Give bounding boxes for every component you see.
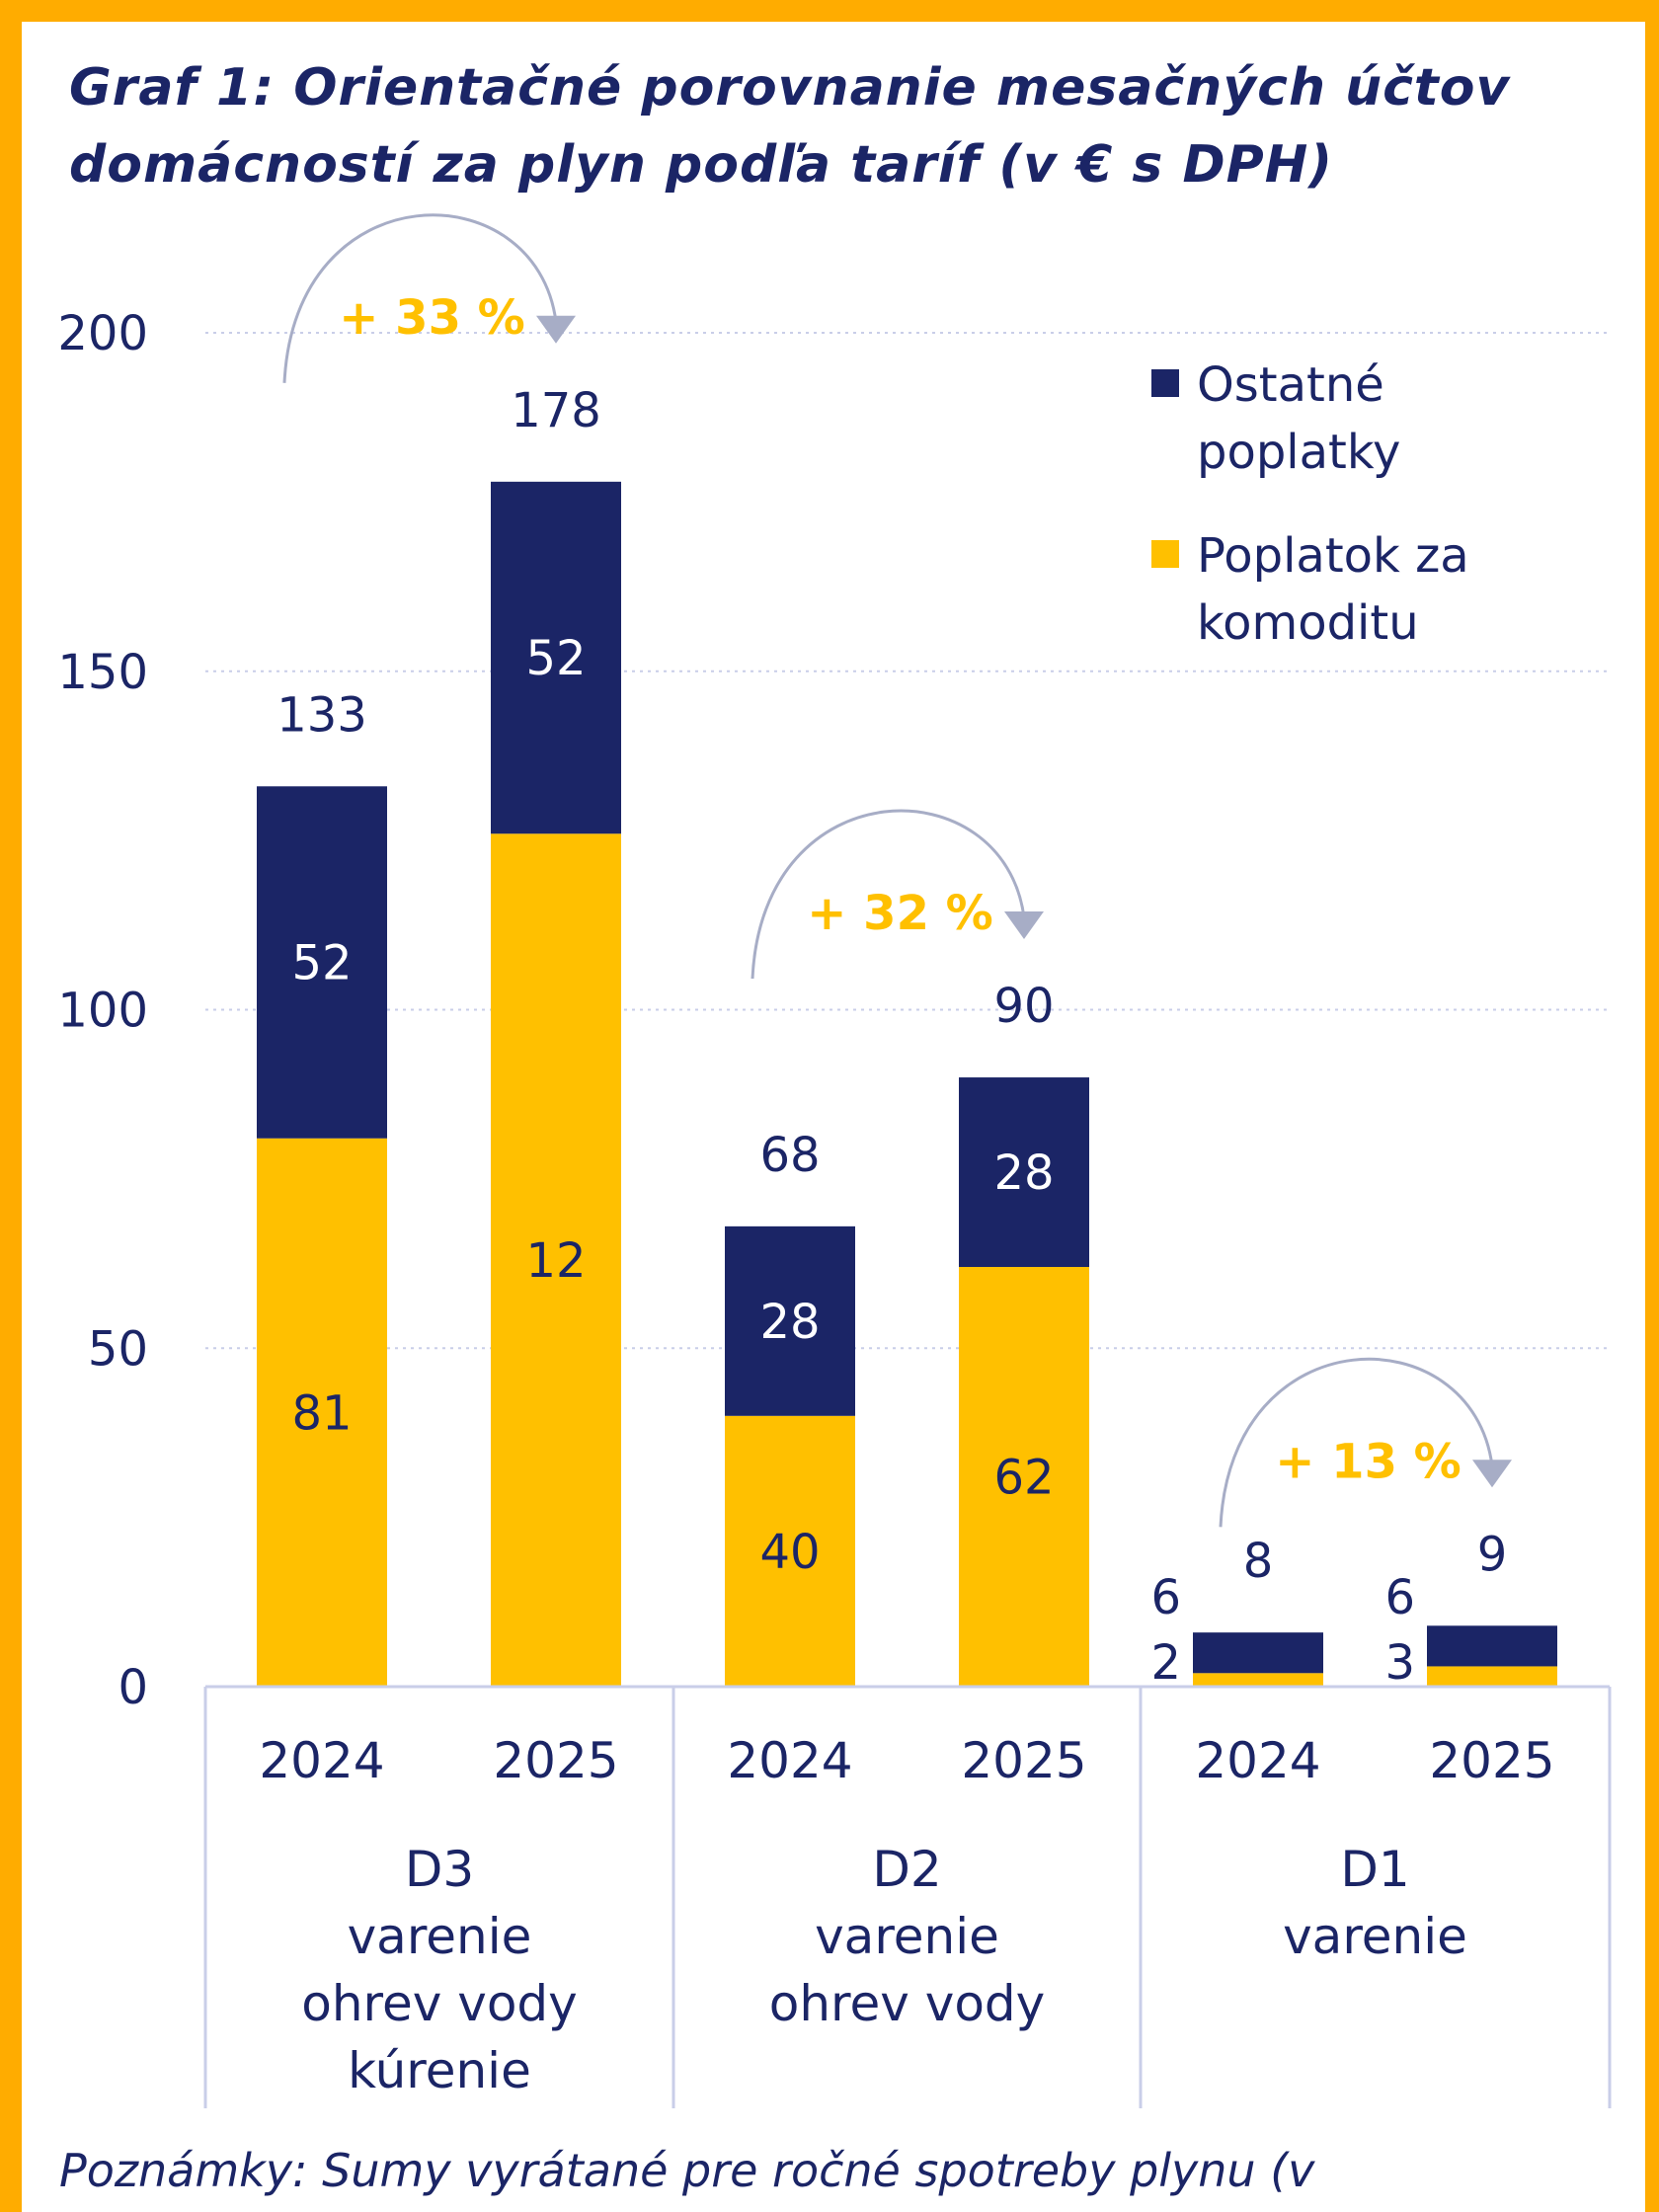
group-label-d3: D3 — [405, 1841, 474, 1898]
frame-edge — [1645, 0, 1659, 2212]
y-tick-label-0: 0 — [118, 1660, 148, 1715]
value-label-ostatne: 6 — [1384, 1570, 1415, 1625]
value-label-komodita: 3 — [1384, 1635, 1415, 1691]
group-label-d2: varenie — [815, 1908, 999, 1965]
group-label-d3: ohrev vody — [301, 1975, 578, 2032]
y-tick-label-50: 50 — [88, 1321, 148, 1377]
value-label-ostatne: 28 — [759, 1295, 820, 1350]
y-tick-label-150: 150 — [57, 645, 148, 700]
x-tick-label-year: 2025 — [1429, 1732, 1554, 1789]
growth-arrow-2 — [1219, 1357, 1494, 1528]
growth-arrow-0 — [282, 213, 558, 383]
value-label-ostatne: 28 — [993, 1146, 1054, 1201]
value-label-komodita: 2 — [1150, 1635, 1181, 1691]
value-label-ostatne: 6 — [1150, 1570, 1181, 1625]
y-tick-label-200: 200 — [57, 306, 148, 361]
total-label: 133 — [276, 687, 367, 743]
total-label: 9 — [1477, 1527, 1508, 1582]
y-tick-label-100: 100 — [57, 984, 148, 1039]
legend-label-komodita: komoditu — [1197, 595, 1419, 651]
growth-arrowhead-2 — [1472, 1460, 1512, 1488]
growth-label-0: + 33 % — [339, 290, 525, 346]
x-tick-label-year: 2025 — [961, 1732, 1086, 1789]
growth-label-1: + 32 % — [807, 886, 993, 941]
total-label: 90 — [993, 979, 1054, 1034]
bar-ostatne-2024-d3 — [257, 786, 387, 1139]
total-label: 68 — [759, 1128, 820, 1183]
value-label-komodita: 12 — [525, 1233, 586, 1289]
group-label-d2: D2 — [872, 1841, 941, 1898]
growth-label-2: + 13 % — [1275, 1434, 1462, 1489]
bar-komodita-2024-d2 — [725, 1415, 855, 1687]
bar-komodita-2025-d2 — [959, 1266, 1089, 1687]
legend-swatch-komodita — [1151, 540, 1179, 568]
chart-title: Graf 1: Orientačné porovnanie mesačných … — [69, 58, 1511, 195]
bar-ostatne-2025-d3 — [491, 481, 621, 834]
value-label-komodita: 81 — [291, 1385, 352, 1441]
x-tick-label-year: 2024 — [727, 1732, 852, 1789]
legend-label-ostatne: poplatky — [1197, 425, 1400, 480]
legend-swatch-ostatne — [1151, 369, 1179, 397]
value-label-ostatne: 52 — [525, 631, 586, 686]
legend-label-ostatne: Ostatné — [1197, 357, 1384, 413]
value-label-ostatne: 52 — [291, 936, 352, 991]
growth-arrowhead-1 — [1004, 911, 1044, 940]
x-tick-label-year: 2024 — [259, 1732, 384, 1789]
group-label-d3: kúrenie — [348, 2042, 531, 2099]
total-label: 8 — [1243, 1534, 1274, 1589]
group-label-d1: D1 — [1340, 1841, 1409, 1898]
x-tick-label-year: 2024 — [1195, 1732, 1320, 1789]
x-tick-label-year: 2025 — [493, 1732, 618, 1789]
bar-ostatne-2025-d1 — [1427, 1625, 1557, 1667]
bar-ostatne-2025-d2 — [959, 1077, 1089, 1267]
bar-komodita-2025-d3 — [491, 833, 621, 1687]
growth-arrow-1 — [750, 809, 1026, 980]
group-label-d2: ohrev vody — [769, 1975, 1046, 2032]
footnote: Poznámky: Sumy vyrátané pre ročné spotre… — [59, 2144, 1315, 2197]
group-label-d1: varenie — [1283, 1908, 1467, 1965]
bar-komodita-2024-d1 — [1193, 1673, 1323, 1687]
value-label-komodita: 62 — [993, 1450, 1054, 1505]
total-label: 178 — [511, 383, 601, 438]
value-label-komodita: 40 — [759, 1525, 820, 1580]
legend-label-komodita: Poplatok za — [1197, 528, 1469, 584]
bar-ostatne-2024-d2 — [725, 1225, 855, 1416]
bar-ostatne-2024-d1 — [1193, 1632, 1323, 1674]
bar-komodita-2025-d1 — [1427, 1666, 1557, 1687]
bar-komodita-2024-d3 — [257, 1138, 387, 1687]
group-label-d3: varenie — [348, 1908, 532, 1965]
growth-arrowhead-0 — [536, 315, 576, 344]
